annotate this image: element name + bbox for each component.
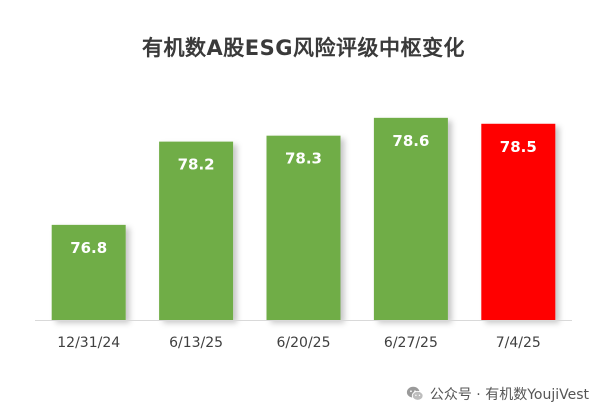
x-tick-label: 6/27/25 [384, 335, 438, 351]
x-tick-label: 12/31/24 [57, 335, 120, 351]
x-tick-label: 6/20/25 [277, 335, 331, 351]
bar-12/31/24 [51, 224, 126, 320]
wechat-icon [406, 386, 424, 401]
data-label: 78.5 [500, 138, 537, 156]
bar-7/4/25 [481, 123, 556, 320]
bars-layer [51, 117, 556, 321]
bar-6/20/25 [266, 135, 341, 320]
data-label: 78.3 [285, 150, 322, 168]
data-label: 78.2 [178, 156, 215, 174]
x-tick-label: 6/13/25 [169, 335, 223, 351]
watermark: 公众号 · 有机数YoujiVest [406, 384, 589, 404]
watermark-text: 公众号 · 有机数YoujiVest [429, 387, 589, 403]
chart-title: 有机数A股ESG风险评级中枢变化 [142, 36, 465, 60]
bar-6/27/25 [373, 117, 448, 321]
bar-6/13/25 [159, 141, 234, 320]
data-label: 78.6 [392, 132, 429, 150]
data-label: 76.8 [70, 239, 107, 257]
x-tick-label: 7/4/25 [496, 335, 541, 351]
labels-layer: 76.8 12/31/24 78.2 6/13/25 78.3 6/20/25 78.6 6/… [57, 132, 541, 351]
